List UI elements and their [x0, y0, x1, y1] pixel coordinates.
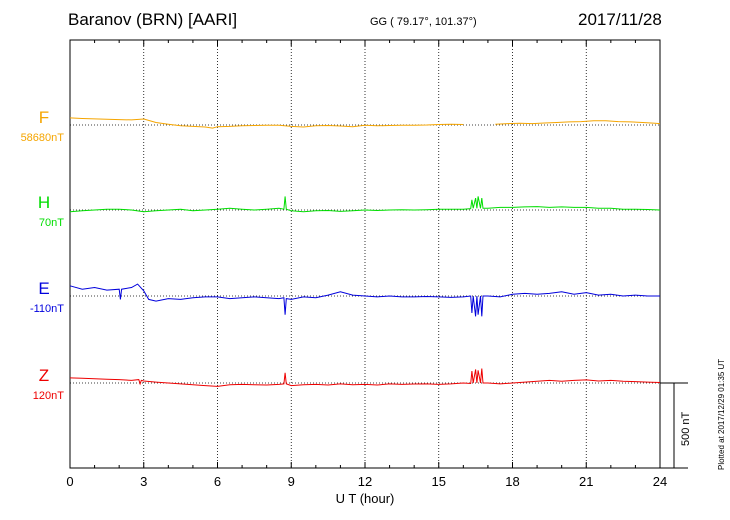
x-tick-label: 6	[214, 474, 221, 489]
series-line-z	[69, 368, 661, 387]
series-baseline-e: -110nT	[30, 303, 64, 315]
series-name-f: F	[39, 108, 49, 127]
coords-label: GG ( 79.17°, 101.37°)	[370, 16, 477, 28]
x-tick-label: 3	[140, 474, 147, 489]
x-axis-label: U T (hour)	[336, 491, 395, 506]
x-tick-label: 9	[288, 474, 295, 489]
series-name-e: E	[38, 279, 49, 298]
x-tick-label: 0	[66, 474, 73, 489]
x-tick-label: 12	[358, 474, 372, 489]
date-label: 2017/11/28	[578, 10, 662, 29]
plotted-note: Plotted at 2017/12/29 01:35 UT	[717, 358, 726, 470]
series-name-z: Z	[39, 366, 49, 385]
series-line-e	[69, 283, 660, 317]
series-baseline-z: 120nT	[33, 390, 64, 402]
series-line-f-after-gap	[495, 120, 661, 125]
station-title: Baranov (BRN) [AARI]	[68, 10, 238, 29]
x-tick-label: 24	[653, 474, 667, 489]
series-line-f	[69, 117, 464, 129]
x-tick-label: 18	[505, 474, 519, 489]
scale-bar-label: 500 nT	[680, 411, 692, 446]
series-baseline-f: 58680nT	[21, 132, 65, 144]
series-name-h: H	[38, 193, 50, 212]
series-line-h	[69, 196, 661, 213]
x-tick-label: 21	[579, 474, 593, 489]
x-tick-label: 15	[432, 474, 446, 489]
series-baseline-h: 70nT	[39, 217, 64, 229]
